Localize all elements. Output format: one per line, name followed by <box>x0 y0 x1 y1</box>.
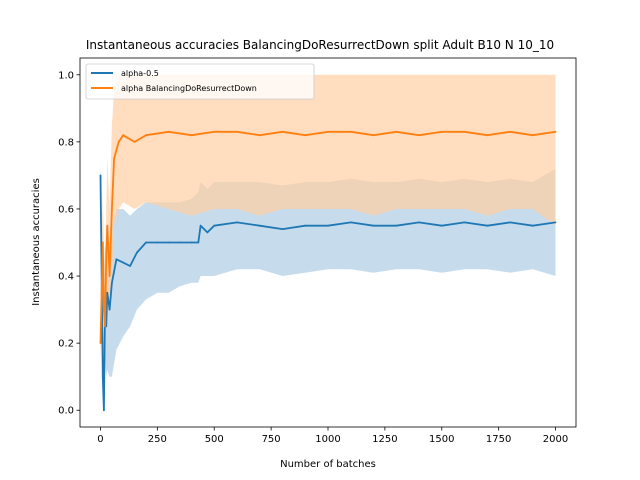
y-tick-label: 1.0 <box>58 70 74 81</box>
series-0-point <box>99 174 102 177</box>
series-1-point <box>113 157 115 160</box>
series-1-point <box>99 342 102 344</box>
y-tick-label: 0.4 <box>58 272 74 283</box>
x-tick-label: 1000 <box>315 434 340 445</box>
series-0-point <box>531 224 534 227</box>
series-1-point <box>281 130 284 133</box>
chart-legend: alpha-0.5 alpha BalancingDoResurrectDown <box>85 63 315 100</box>
series-0-point <box>213 224 216 227</box>
series-0-point <box>190 241 193 244</box>
series-lines <box>99 130 557 412</box>
series-0-point <box>156 241 159 244</box>
series-0-point <box>463 221 466 224</box>
x-tick-label: 250 <box>148 434 167 445</box>
y-tick-label: 0.0 <box>58 406 74 417</box>
x-tick-label: 1250 <box>372 434 397 445</box>
series-0-point <box>136 251 138 254</box>
series-1-point <box>554 130 557 133</box>
series-1-point <box>236 130 238 133</box>
series-1-point <box>122 134 125 137</box>
x-tick-label: 500 <box>205 434 224 445</box>
series-0-point <box>509 221 511 224</box>
series-0-point <box>103 409 105 412</box>
x-axis-label: Number of batches <box>280 459 376 470</box>
series-1-point <box>111 208 113 210</box>
series-1-point <box>349 130 352 133</box>
series-1-point <box>531 134 534 137</box>
x-tick-label: 1750 <box>486 434 511 445</box>
series-0-point <box>304 224 307 227</box>
series-1-point <box>108 275 111 277</box>
series-0-point <box>179 241 182 244</box>
series-0-point <box>349 221 352 224</box>
series-1-point <box>372 134 375 137</box>
series-1-point <box>167 130 170 133</box>
series-0-point <box>440 224 443 227</box>
y-axis-ticks: 0.0 0.2 0.4 0.6 0.8 1.0 <box>58 70 80 417</box>
series-1-point <box>104 325 106 328</box>
series-1-point <box>106 224 109 227</box>
series-1-point <box>509 130 511 133</box>
series-0-point <box>281 228 284 231</box>
series-0-point <box>327 224 329 227</box>
series-1-band <box>100 74 556 360</box>
series-0-point <box>554 221 557 224</box>
series-0-point <box>372 224 375 227</box>
series-1-point <box>440 130 443 133</box>
confidence-bands <box>100 74 556 411</box>
series-0-band <box>100 158 556 411</box>
y-axis-label: Instantaneous accuracies <box>31 178 42 306</box>
y-tick-label: 0.8 <box>58 137 74 148</box>
series-0-point <box>106 291 109 294</box>
series-1-point <box>258 134 261 137</box>
series-0-point <box>115 258 118 261</box>
x-tick-label: 750 <box>262 434 281 445</box>
series-0-point <box>122 261 125 264</box>
series-0-point <box>145 241 147 244</box>
series-0-point <box>395 224 398 227</box>
series-1-point <box>418 134 420 137</box>
series-1-point <box>117 141 120 143</box>
y-tick-label: 0.2 <box>58 339 74 350</box>
series-0-point <box>108 308 111 311</box>
series-1-point <box>304 134 307 137</box>
legend-box <box>85 63 315 100</box>
series-0-point <box>199 224 202 227</box>
series-1-point <box>190 134 193 137</box>
x-tick-label: 2000 <box>543 434 568 445</box>
series-0-point <box>206 231 209 234</box>
series-0-point <box>258 224 261 227</box>
legend-label-alpha-0-5: alpha-0.5 <box>121 69 159 78</box>
series-1-point <box>213 130 216 133</box>
series-1-point <box>486 134 489 137</box>
legend-label-alpha-balancing: alpha BalancingDoResurrectDown <box>121 84 257 93</box>
x-axis-ticks: 0 250 500 750 1000 1250 1500 1750 2000 <box>97 427 568 445</box>
series-1-point <box>395 130 398 133</box>
series-1-point <box>101 241 104 244</box>
series-0-point <box>486 224 489 227</box>
x-tick-label: 1500 <box>429 434 454 445</box>
series-0-point <box>418 221 420 224</box>
series-1-point <box>327 130 329 133</box>
chart-title: Instantaneous accuracies BalancingDoResu… <box>86 38 554 52</box>
series-1-point <box>463 130 466 133</box>
series-0-line <box>99 175 556 412</box>
series-0-point <box>129 265 132 267</box>
series-1-point <box>105 258 108 261</box>
series-1-point <box>103 308 105 311</box>
series-0-point <box>111 281 113 284</box>
series-0-point <box>236 221 238 224</box>
y-tick-label: 0.6 <box>58 204 74 215</box>
series-1-point <box>133 141 136 143</box>
x-tick-label: 0 <box>97 434 103 445</box>
series-0-point <box>167 241 170 244</box>
series-0-point <box>197 241 200 244</box>
series-1-point <box>145 134 147 137</box>
series-0-point <box>101 375 104 378</box>
